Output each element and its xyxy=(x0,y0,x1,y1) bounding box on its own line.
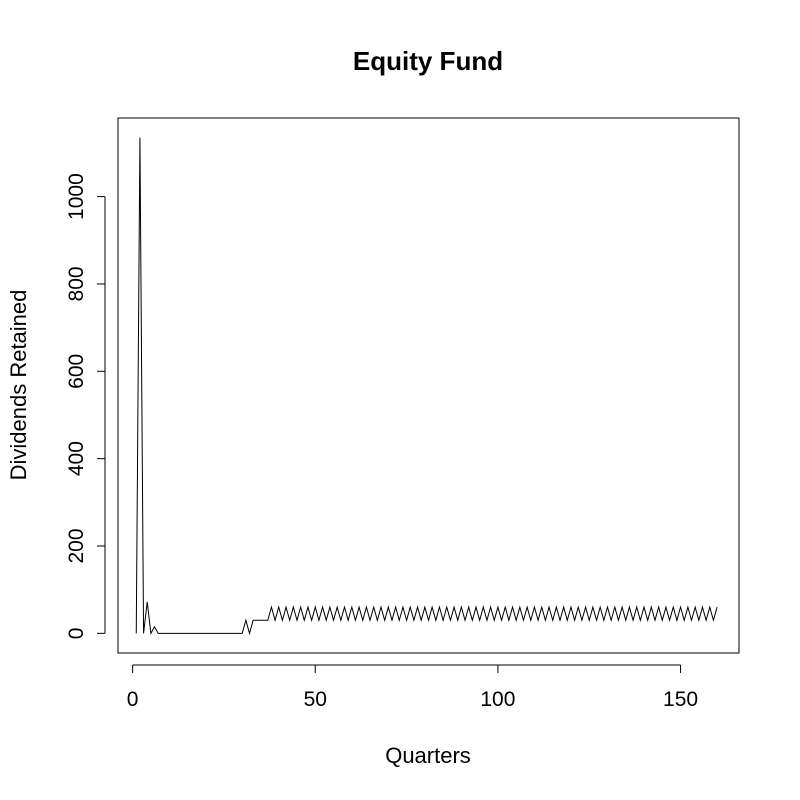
x-axis-label: Quarters xyxy=(385,743,471,768)
x-tick-label: 50 xyxy=(304,688,327,711)
chart-title: Equity Fund xyxy=(353,46,503,76)
y-tick-label: 800 xyxy=(65,266,88,301)
y-axis: 0 200 400 600 800 1000 xyxy=(65,173,106,640)
y-tick-label: 200 xyxy=(65,528,88,563)
y-tick-label: 600 xyxy=(65,354,88,389)
plot-frame xyxy=(117,117,740,654)
x-tick-label: 100 xyxy=(480,688,515,711)
x-axis: 0 50 100 150 xyxy=(127,664,698,711)
y-tick-label: 400 xyxy=(65,441,88,476)
y-tick-label: 1000 xyxy=(65,173,88,220)
x-tick-label: 150 xyxy=(663,688,698,711)
y-tick-label: 0 xyxy=(65,628,88,640)
y-axis-label: Dividends Retained xyxy=(6,290,31,481)
x-tick-label: 0 xyxy=(127,688,139,711)
series-line xyxy=(135,137,718,636)
